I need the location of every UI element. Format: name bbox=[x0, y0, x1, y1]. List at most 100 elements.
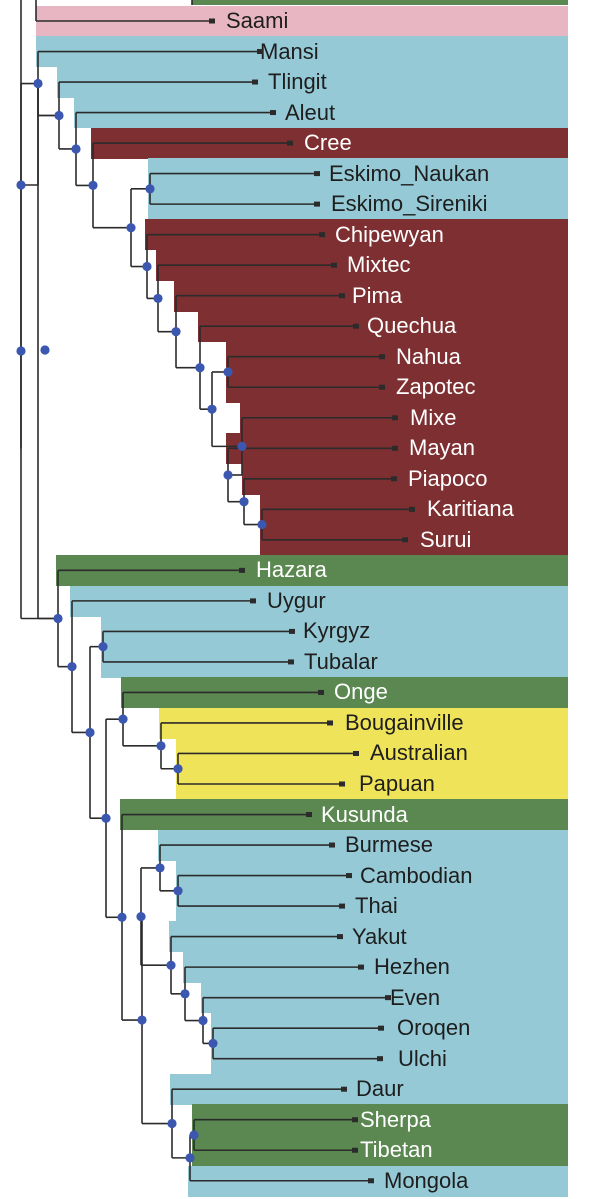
tip-marker bbox=[379, 354, 385, 360]
leaf-label: Aleut bbox=[285, 99, 336, 125]
tip-marker bbox=[339, 781, 345, 787]
tip-marker bbox=[377, 1056, 383, 1062]
support-node bbox=[33, 78, 43, 89]
leaf-label: Tubalar bbox=[304, 648, 378, 674]
leaf-label: Hazara bbox=[256, 557, 327, 583]
support-node bbox=[173, 764, 183, 774]
leaf-label: Mixe bbox=[410, 404, 457, 430]
tip-marker bbox=[289, 628, 295, 634]
leaf-label: Cree bbox=[304, 130, 352, 156]
leaf-label: Saami bbox=[226, 8, 289, 33]
support-node bbox=[137, 1015, 147, 1025]
leaf-label: Kyrgyz bbox=[303, 618, 371, 644]
support-node bbox=[166, 960, 176, 970]
leaf-label: Zapotec bbox=[396, 374, 476, 400]
tip-marker bbox=[314, 171, 320, 177]
leaf-label: Sherpa bbox=[360, 1106, 431, 1132]
support-node bbox=[53, 613, 63, 624]
tip-marker bbox=[392, 445, 398, 451]
tip-marker bbox=[379, 384, 385, 390]
support-node bbox=[237, 441, 247, 451]
leaf-label: Daur bbox=[356, 1076, 404, 1102]
leaf-label: Yakut bbox=[352, 923, 407, 949]
leaf-label: Karitiana bbox=[427, 496, 514, 522]
leaf-label: Bougainville bbox=[345, 709, 464, 735]
top-band bbox=[192, 0, 568, 5]
tip-marker bbox=[391, 476, 397, 482]
support-node bbox=[239, 497, 249, 507]
support-node bbox=[67, 662, 77, 672]
leaf-label: Surui bbox=[420, 526, 472, 552]
tip-marker bbox=[319, 232, 325, 238]
support-node bbox=[16, 180, 26, 190]
leaf-label: Hezhen bbox=[374, 954, 450, 980]
support-node bbox=[118, 714, 128, 724]
tip-marker bbox=[337, 934, 343, 940]
tip-marker bbox=[239, 567, 245, 573]
tip-marker bbox=[318, 689, 324, 695]
tip-marker bbox=[409, 506, 415, 512]
support-node bbox=[54, 110, 64, 121]
tip-marker bbox=[392, 415, 398, 421]
tip-marker bbox=[209, 18, 215, 24]
support-node bbox=[117, 912, 127, 922]
tip-marker bbox=[352, 1147, 358, 1153]
tip-marker bbox=[250, 598, 256, 604]
support-node bbox=[173, 886, 183, 896]
tip-marker bbox=[331, 262, 337, 268]
tip-marker bbox=[329, 842, 335, 848]
leaf-label: Oroqen bbox=[397, 1015, 471, 1041]
support-node bbox=[167, 1118, 177, 1129]
tip-marker bbox=[358, 964, 364, 970]
support-node bbox=[71, 144, 81, 154]
support-node bbox=[208, 1038, 218, 1049]
support-node bbox=[155, 863, 165, 873]
leaf-label: Uygur bbox=[267, 587, 326, 613]
leaf-label: Papuan bbox=[359, 771, 435, 796]
support-node bbox=[101, 813, 111, 823]
tip-marker bbox=[339, 903, 345, 909]
support-node bbox=[153, 293, 163, 304]
support-node bbox=[207, 404, 217, 414]
leaf-label: Quechua bbox=[367, 313, 457, 339]
tip-marker bbox=[257, 49, 263, 55]
leaf-label: Burmese bbox=[345, 832, 434, 858]
leaf-label: Australian bbox=[370, 740, 468, 766]
tip-marker bbox=[353, 750, 359, 756]
support-node bbox=[136, 911, 146, 922]
leaf-label: Cambodian bbox=[360, 862, 473, 888]
support-node bbox=[195, 363, 205, 373]
tip-marker bbox=[352, 1117, 358, 1123]
tip-marker bbox=[314, 201, 320, 207]
tip-marker bbox=[341, 1086, 347, 1092]
support-node bbox=[189, 1130, 199, 1140]
leaf-label: Even bbox=[390, 984, 441, 1010]
leaf-label: Chipewyan bbox=[335, 221, 444, 247]
leaf-label: Kusunda bbox=[321, 801, 408, 827]
support-node bbox=[257, 519, 267, 530]
tip-marker bbox=[353, 323, 359, 329]
tip-marker bbox=[288, 659, 294, 665]
support-node bbox=[145, 184, 155, 194]
leaf-label: Tlingit bbox=[268, 69, 327, 95]
leaf-label: Mongola bbox=[384, 1167, 469, 1193]
tip-marker bbox=[339, 293, 345, 299]
support-node bbox=[16, 346, 26, 356]
support-node bbox=[223, 367, 233, 377]
tip-marker bbox=[385, 995, 391, 1001]
leaf-label: Eskimo_Sireniki bbox=[331, 191, 488, 217]
support-node bbox=[126, 223, 136, 233]
leaf-label: Pima bbox=[352, 282, 403, 308]
support-node bbox=[198, 1015, 208, 1026]
leaf-label: Thai bbox=[355, 893, 398, 919]
leaf-label: Onge bbox=[334, 679, 388, 705]
tip-marker bbox=[346, 873, 352, 879]
tip-marker bbox=[287, 140, 293, 146]
tip-marker bbox=[327, 720, 333, 726]
leaf-label: Mayan bbox=[409, 435, 476, 461]
leaf-label: Nahua bbox=[396, 343, 461, 369]
tip-marker bbox=[402, 537, 408, 543]
tip-marker bbox=[368, 1178, 374, 1184]
leaf-label: Mixtec bbox=[347, 252, 411, 278]
